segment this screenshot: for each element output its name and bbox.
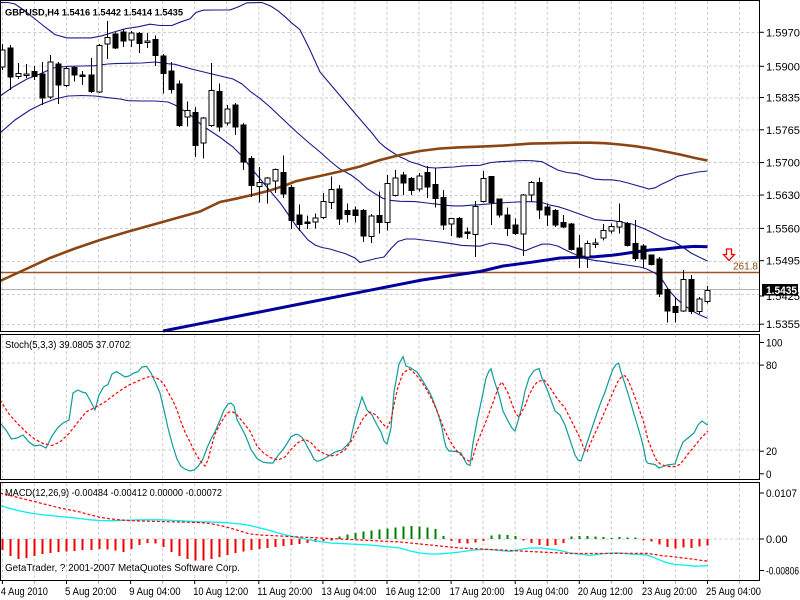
svg-text:16 Aug 12:00: 16 Aug 12:00 [386,586,441,598]
svg-text:4 Aug 2010: 4 Aug 2010 [1,586,48,598]
svg-text:1.5700: 1.5700 [766,158,800,170]
svg-text:261.8: 261.8 [733,262,758,273]
svg-text:1.5970: 1.5970 [766,27,800,39]
svg-text:1.5560: 1.5560 [766,223,800,235]
svg-text:1.5355: 1.5355 [766,319,800,331]
svg-text:25 Aug 04:00: 25 Aug 04:00 [706,586,761,598]
svg-text:1.5495: 1.5495 [766,256,800,268]
svg-text:80: 80 [766,360,777,372]
svg-text:GetaTrader, ? 2001-2007 MetaQu: GetaTrader, ? 2001-2007 MetaQuotes Softw… [5,563,240,574]
svg-text:0.00: 0.00 [766,534,788,546]
svg-text:20 Aug 12:00: 20 Aug 12:00 [578,586,633,598]
svg-text:11 Aug 20:00: 11 Aug 20:00 [257,586,312,598]
svg-text:1.5435: 1.5435 [766,285,797,297]
svg-text:1.5765: 1.5765 [766,125,800,137]
svg-text:10 Aug 12:00: 10 Aug 12:00 [193,586,248,598]
svg-text:17 Aug 20:00: 17 Aug 20:00 [450,586,505,598]
svg-text:MACD(12,26,9) -0.00484 -0.0041: MACD(12,26,9) -0.00484 -0.00412 0.00000 … [5,488,222,499]
svg-text:1.5900: 1.5900 [766,61,800,73]
svg-text:-0.00806: -0.00806 [766,566,799,578]
svg-text:Stoch(5,3,3) 39.0805 37.0702: Stoch(5,3,3) 39.0805 37.0702 [5,340,130,351]
svg-text:20: 20 [766,446,777,458]
svg-text:5 Aug 20:00: 5 Aug 20:00 [65,586,117,598]
svg-text:23 Aug 20:00: 23 Aug 20:00 [642,586,697,598]
svg-text:0.0107: 0.0107 [766,488,797,500]
svg-text:19 Aug 04:00: 19 Aug 04:00 [514,586,569,598]
svg-text:GBPUSD,H4 1.5416 1.5442 1.541: GBPUSD,H4 1.5416 1.5442 1.5414 1.5435 [5,8,184,19]
svg-text:13 Aug 04:00: 13 Aug 04:00 [321,586,376,598]
svg-text:1.5630: 1.5630 [766,190,800,202]
svg-text:100: 100 [766,338,783,350]
svg-text:0: 0 [766,469,772,481]
svg-text:9 Aug 04:00: 9 Aug 04:00 [129,586,181,598]
svg-text:1.5835: 1.5835 [766,93,800,105]
